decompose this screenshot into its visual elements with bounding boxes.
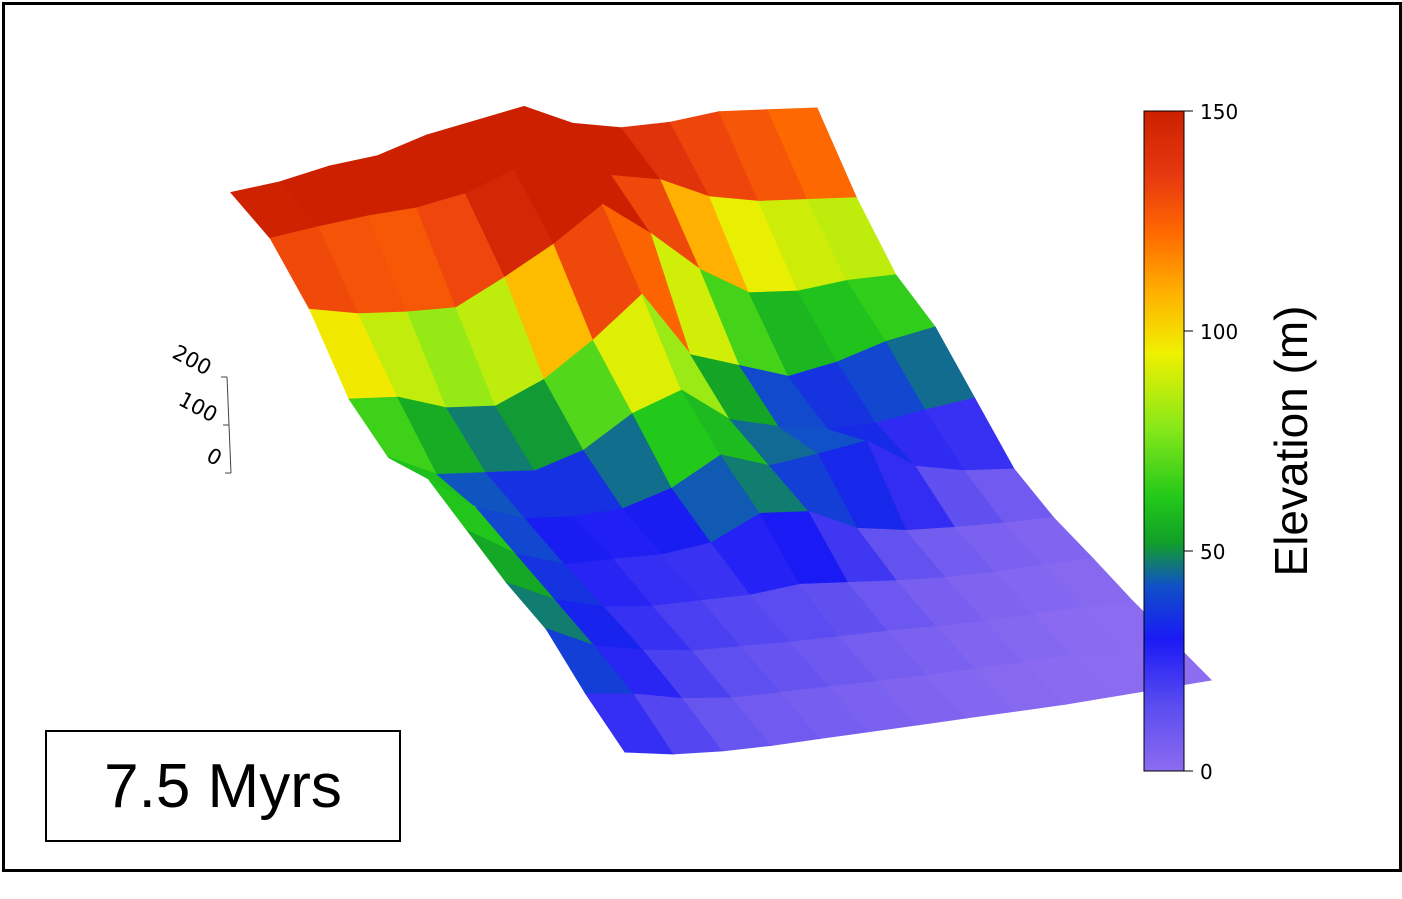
colorbar-tick-label-150: 150 (1200, 100, 1238, 124)
colorbar-tick-label-100: 100 (1200, 320, 1238, 344)
colorbar-tick-label-0: 0 (1200, 760, 1213, 784)
figure-frame: 200 100 0 150 100 50 0 Elevation (m) 7.5… (2, 2, 1402, 872)
z-tick-label-200: 200 (169, 340, 216, 380)
colorbar-gradient (1144, 111, 1184, 771)
colorbar: 150 100 50 0 Elevation (m) (1144, 100, 1317, 784)
z-axis: 200 100 0 (169, 340, 231, 473)
colorbar-tick-label-50: 50 (1200, 540, 1225, 564)
terrain-surface (231, 107, 1211, 754)
time-label-box: 7.5 Myrs (45, 730, 401, 842)
z-tick-label-0: 0 (203, 443, 226, 470)
time-label: 7.5 Myrs (104, 751, 342, 822)
z-tick-label-100: 100 (175, 387, 222, 427)
colorbar-title: Elevation (m) (1265, 306, 1317, 577)
